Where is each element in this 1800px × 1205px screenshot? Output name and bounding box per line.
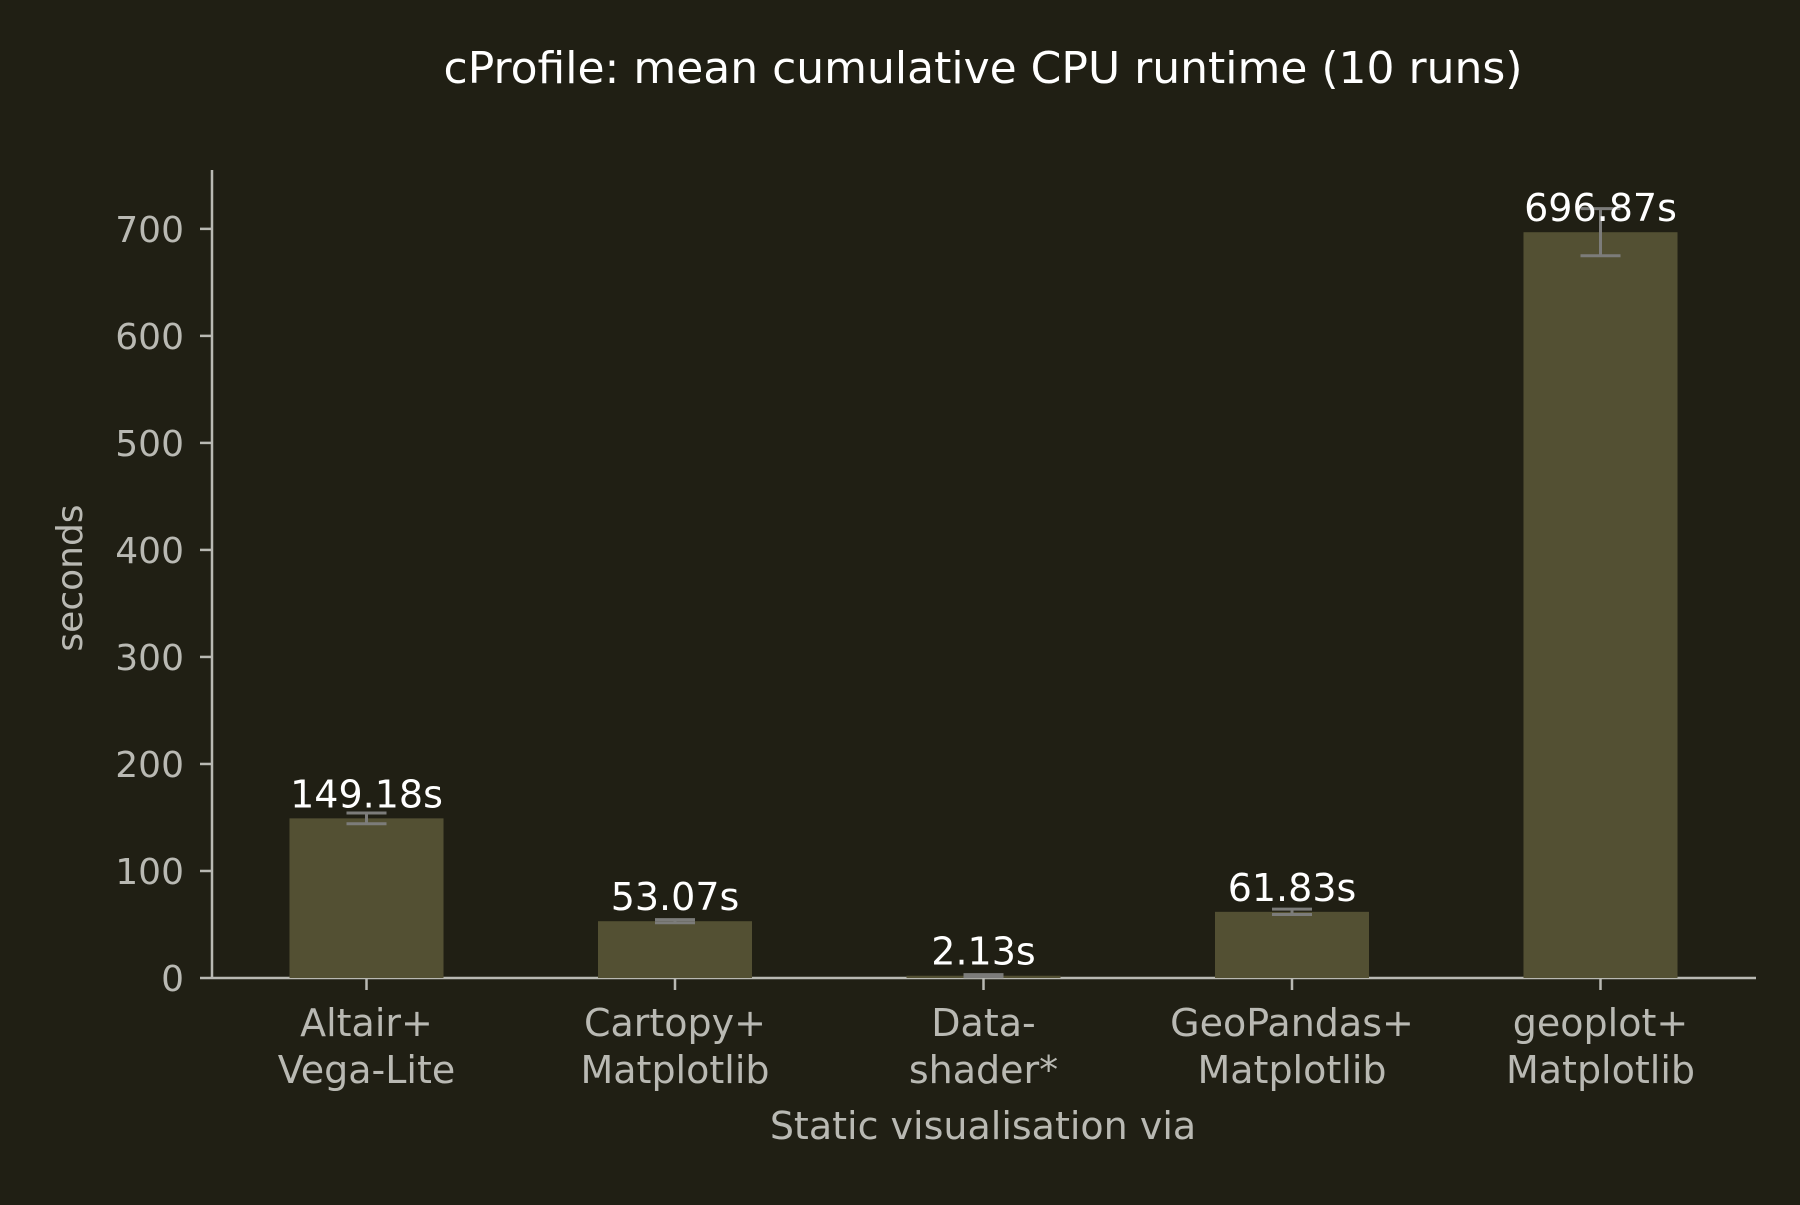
y-tick-label: 300 <box>115 638 184 679</box>
bar <box>1215 911 1369 978</box>
x-tick-label: Data- <box>931 1001 1035 1045</box>
bar <box>598 921 752 978</box>
y-tick-label: 500 <box>115 424 184 465</box>
x-tick-label: geoplot+ <box>1513 1001 1688 1045</box>
x-tick-label: Altair+ <box>300 1001 433 1045</box>
x-tick-label: Matplotlib <box>580 1048 769 1092</box>
plot-area: 0 100 200 300 400 500 600 700 149.18s Altair+Vega… <box>115 170 1756 1092</box>
data-label: 61.83s <box>1228 866 1357 910</box>
y-tick-label: 200 <box>115 745 184 786</box>
x-tick-label: Vega-Lite <box>278 1048 456 1092</box>
x-tick-label: shader* <box>909 1048 1058 1092</box>
data-label: 2.13s <box>931 930 1035 974</box>
y-tick-label: 400 <box>115 531 184 572</box>
y-tick-label: 0 <box>161 959 184 1000</box>
x-axis-label: Static visualisation via <box>770 1104 1196 1148</box>
x-tick-label: Cartopy+ <box>584 1001 766 1045</box>
y-tick-label: 700 <box>115 210 184 251</box>
y-tick-label: 600 <box>115 317 184 358</box>
x-tick-label: Matplotlib <box>1506 1048 1695 1092</box>
x-tick-label: GeoPandas+ <box>1170 1001 1414 1045</box>
data-label: 53.07s <box>611 875 740 919</box>
bar <box>1523 232 1678 979</box>
data-label: 149.18s <box>290 772 443 816</box>
data-label: 696.87s <box>1524 186 1677 230</box>
chart-title: cProfile: mean cumulative CPU runtime (1… <box>444 43 1523 94</box>
x-tick-label: Matplotlib <box>1197 1048 1386 1092</box>
y-tick-label: 100 <box>115 852 184 893</box>
y-axis-label: seconds <box>50 504 91 651</box>
bar <box>289 818 444 978</box>
